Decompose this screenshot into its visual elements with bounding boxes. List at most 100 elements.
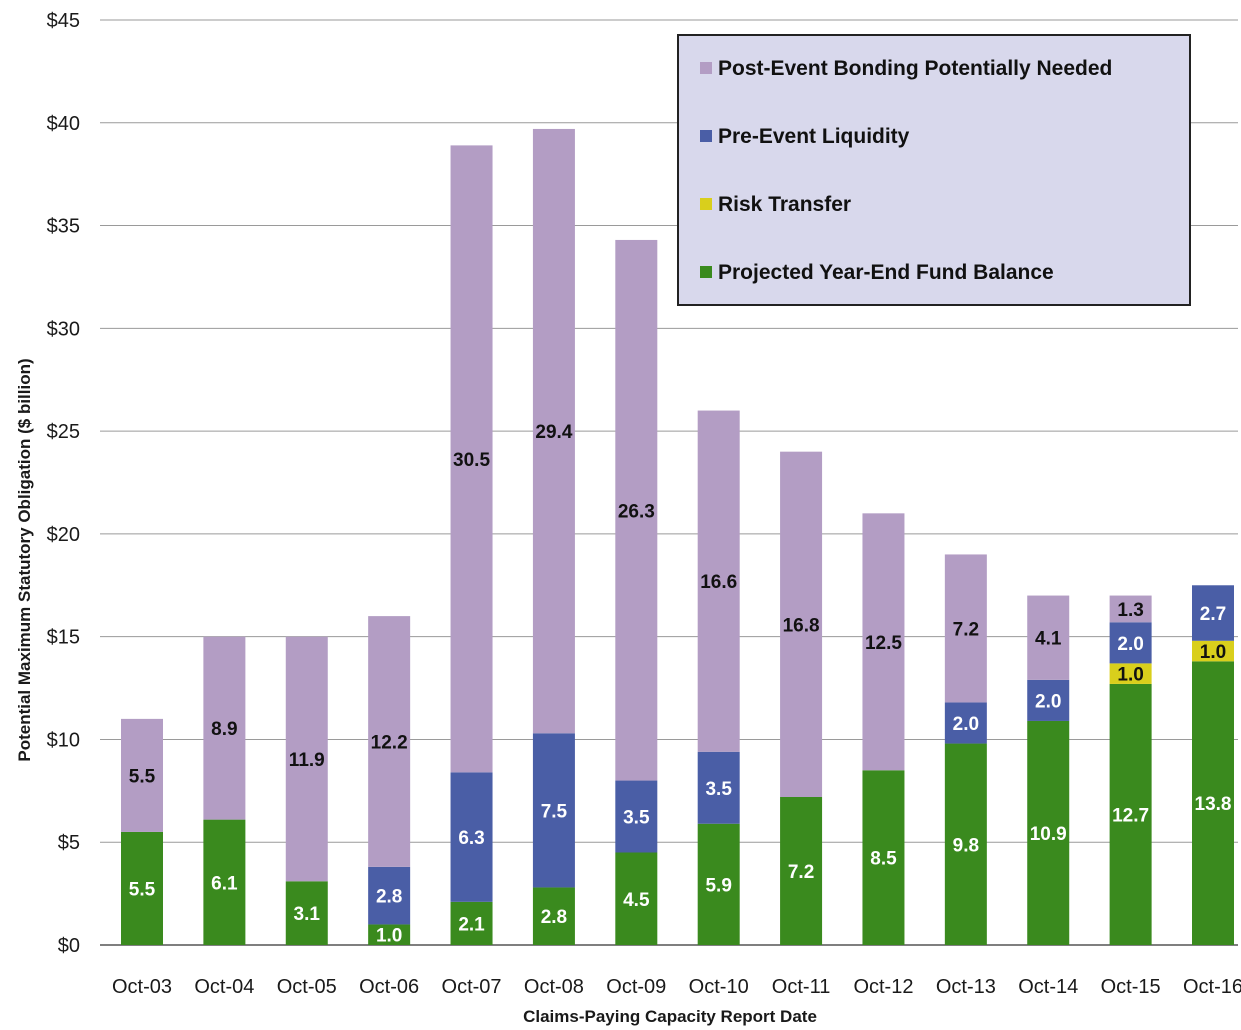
- data-label: 10.9: [1030, 824, 1067, 845]
- data-label: 12.7: [1112, 805, 1149, 826]
- y-tick-label: $30: [47, 318, 80, 340]
- bar-segment: [203, 819, 246, 945]
- data-label: 1.0: [1117, 665, 1143, 686]
- y-tick-label: $25: [47, 421, 80, 443]
- bar-segment: [1027, 595, 1070, 680]
- data-label: 2.8: [541, 907, 567, 928]
- x-axis-ticks: Oct-03 Oct-04 Oct-05 Oct-06 Oct-07 Oct-08 Oct-…: [112, 976, 1241, 998]
- data-label: 2.0: [953, 714, 979, 735]
- data-label: 13.8: [1195, 794, 1232, 815]
- bar-segment: [780, 797, 823, 945]
- legend-swatch: [700, 266, 712, 278]
- data-label: 2.8: [376, 887, 402, 908]
- data-label: 6.1: [211, 873, 238, 894]
- legend-box: [677, 34, 1191, 306]
- x-tick-label: Oct-05: [277, 976, 337, 998]
- x-tick-label: Oct-07: [442, 976, 502, 998]
- y-tick-label: $35: [47, 216, 80, 238]
- data-label: 4.5: [623, 890, 650, 911]
- x-tick-label: Oct-09: [606, 976, 666, 998]
- bar-segment: [780, 451, 823, 797]
- data-label: 7.2: [788, 862, 814, 883]
- bar-segment: [697, 823, 740, 945]
- data-label: 1.3: [1117, 600, 1143, 621]
- bar-segment: [368, 616, 411, 867]
- data-label: 7.5: [541, 801, 568, 822]
- y-tick-label: $15: [47, 627, 80, 649]
- data-label: 12.2: [371, 733, 408, 754]
- data-label: 4.1: [1035, 629, 1062, 650]
- legend-swatch: [700, 130, 712, 142]
- x-axis-label: Claims-Paying Capacity Report Date: [523, 1007, 817, 1026]
- legend-swatch: [700, 198, 712, 210]
- bar-segment: [944, 554, 987, 703]
- bars: 5.5 5.5 6.1 8.9 3.1 11.9 1.0 2.8 12.2 2.1 6.3 30.5 2…: [121, 128, 1234, 947]
- data-label: 30.5: [453, 450, 490, 471]
- bar-segment: [862, 770, 905, 945]
- bar-segment: [285, 881, 328, 945]
- data-label: 2.0: [1117, 634, 1143, 655]
- data-label: 3.5: [705, 779, 732, 800]
- x-tick-label: Oct-11: [772, 976, 831, 998]
- data-label: 2.0: [1035, 691, 1061, 712]
- bar-segment: [1192, 640, 1234, 662]
- data-label: 8.5: [870, 849, 897, 870]
- bar-segment: [532, 128, 575, 734]
- y-axis-label: Potential Maximum Statutory Obligation (…: [15, 358, 34, 761]
- legend: Post-Event Bonding Potentially Needed Pre…: [677, 34, 1191, 306]
- data-label: 1.0: [376, 926, 402, 947]
- bar-segment: [1192, 661, 1234, 945]
- data-label: 11.9: [289, 750, 325, 771]
- legend-entry: Projected Year-End Fund Balance: [718, 261, 1054, 284]
- x-tick-label: Oct-13: [936, 976, 996, 998]
- data-label: 5.5: [129, 879, 156, 900]
- legend-entry: Post-Event Bonding Potentially Needed: [718, 57, 1112, 80]
- bar-segment: [285, 636, 328, 882]
- data-label: 1.0: [1200, 642, 1226, 663]
- data-label: 29.4: [535, 422, 572, 443]
- bar-segment: [862, 513, 905, 771]
- bar-segment: [368, 866, 411, 925]
- data-label: 2.7: [1200, 604, 1226, 625]
- x-tick-label: Oct-16: [1183, 976, 1241, 998]
- bar-segment: [944, 743, 987, 945]
- data-label: 16.6: [700, 572, 737, 593]
- data-label: 12.5: [865, 633, 902, 654]
- data-label: 9.8: [953, 835, 979, 856]
- data-label: 3.5: [623, 808, 650, 829]
- y-tick-label: $40: [47, 113, 80, 135]
- x-tick-label: Oct-14: [1018, 976, 1078, 998]
- bar-segment: [1109, 622, 1152, 664]
- bar-segment: [450, 772, 493, 902]
- data-label: 3.1: [294, 904, 321, 925]
- data-label: 16.8: [783, 615, 820, 636]
- bar-segment: [450, 901, 493, 945]
- bar-segment: [1027, 679, 1070, 721]
- y-tick-label: $45: [47, 10, 80, 32]
- bar-segment: [1109, 683, 1152, 945]
- bar-segment: [203, 636, 246, 820]
- bar-segment: [944, 702, 987, 744]
- bar-segment: [697, 751, 740, 824]
- data-label: 7.2: [953, 619, 979, 640]
- data-label: 8.9: [211, 719, 237, 740]
- bar-segment: [368, 924, 411, 945]
- data-label: 5.9: [705, 875, 731, 896]
- bar-segment: [1109, 595, 1152, 623]
- bar-segment: [1109, 663, 1152, 684]
- bar-segment: [121, 831, 163, 945]
- legend-entry: Pre-Event Liquidity: [718, 125, 910, 148]
- x-tick-label: Oct-06: [359, 976, 419, 998]
- bar-segment: [1027, 720, 1070, 945]
- x-tick-label: Oct-03: [112, 976, 172, 998]
- bar-segment: [615, 780, 658, 853]
- x-tick-label: Oct-04: [194, 976, 254, 998]
- x-tick-label: Oct-10: [689, 976, 749, 998]
- y-tick-label: $20: [47, 524, 80, 546]
- bar-segment: [121, 718, 163, 832]
- x-tick-label: Oct-08: [524, 976, 584, 998]
- bar-segment: [1192, 585, 1234, 641]
- data-label: 26.3: [618, 501, 655, 522]
- bar-segment: [450, 145, 493, 773]
